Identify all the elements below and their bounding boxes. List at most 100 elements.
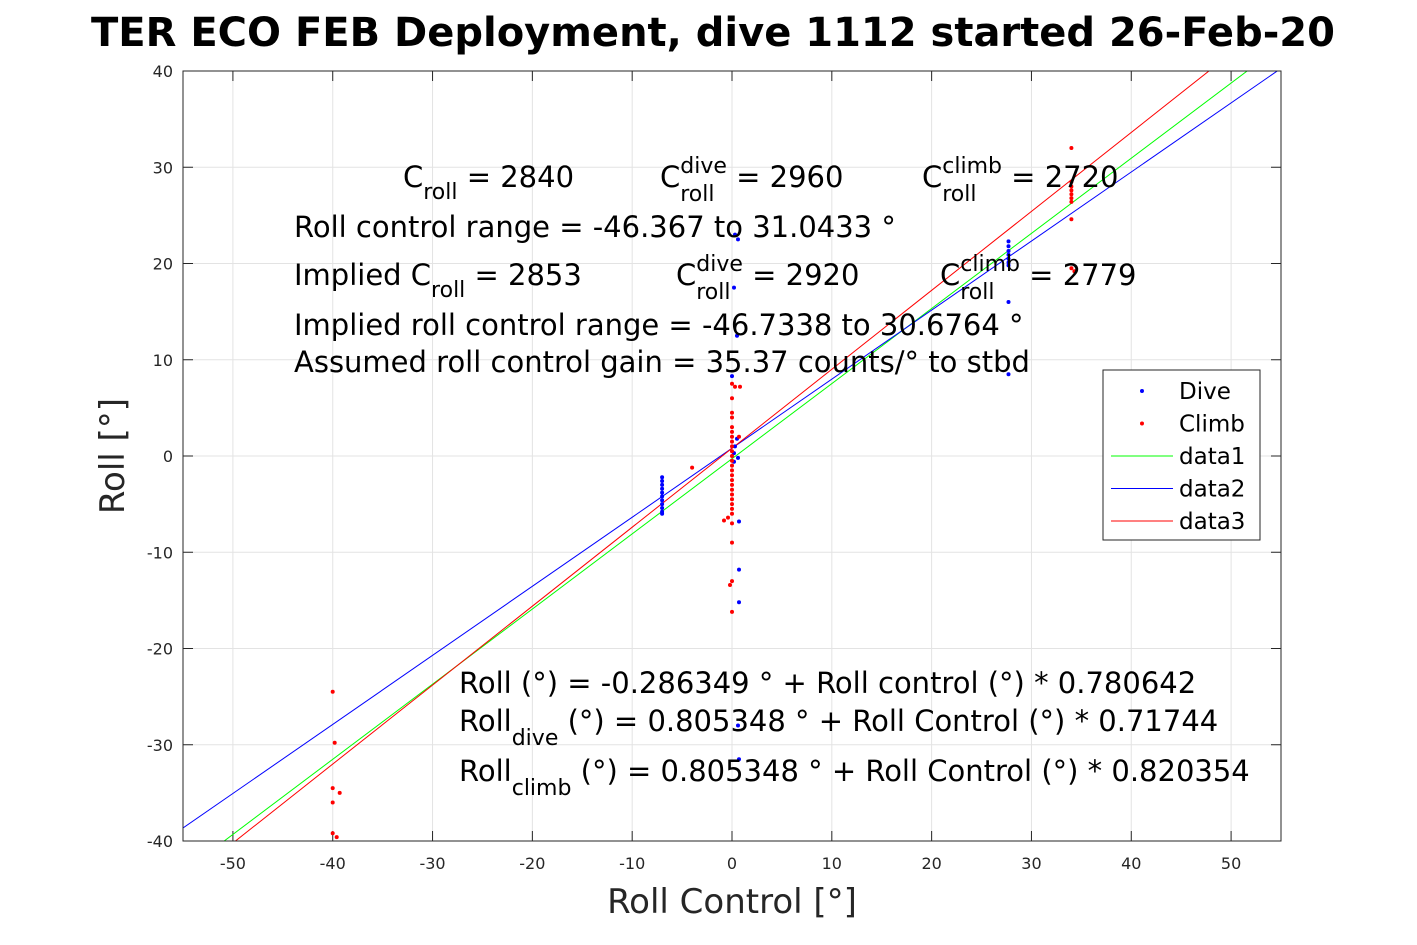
x-tick-label: 20 — [921, 854, 941, 873]
point-climb — [730, 511, 734, 516]
point-climb — [730, 492, 734, 497]
point-dive — [733, 444, 737, 449]
point-climb — [730, 478, 734, 483]
point-climb — [330, 831, 335, 836]
axes-box — [182, 70, 1282, 842]
point-dive — [732, 285, 736, 290]
annotation-c-roll-0: Croll = 2840 — [403, 160, 574, 205]
point-dive — [1006, 244, 1011, 249]
point-climb — [330, 786, 335, 791]
x-tick-label: 40 — [1121, 854, 1141, 873]
annotation-implied-c-roll-0: Implied Croll = 2853 — [294, 258, 582, 303]
point-climb — [332, 740, 337, 745]
point-dive — [660, 486, 665, 491]
point-climb — [722, 518, 726, 523]
x-axis-label: Roll Control [°] — [607, 882, 857, 922]
point-dive — [660, 490, 665, 495]
point-climb — [730, 502, 734, 507]
point-dive — [660, 506, 665, 510]
y-ticks: -40 -30 -20 -10 0 10 20 30 40 — [147, 62, 1281, 851]
point-climb — [730, 579, 734, 584]
x-ticks: -50 -40 -30 -20 -10 0 10 20 30 40 50 — [220, 71, 1241, 873]
point-climb — [330, 800, 335, 805]
y-tick-label: -10 — [147, 543, 173, 562]
point-dive — [737, 757, 741, 762]
point-dive — [1006, 256, 1011, 261]
point-climb — [730, 463, 734, 468]
legend-label-climb: Climb — [1179, 412, 1245, 438]
point-dive — [733, 232, 737, 237]
point-climb — [737, 434, 741, 439]
point-climb — [690, 465, 695, 470]
point-climb — [730, 482, 734, 487]
x-tick-label: 0 — [727, 854, 737, 873]
point-dive — [660, 498, 665, 503]
x-tick-label: -30 — [419, 854, 445, 873]
point-climb — [730, 425, 734, 430]
point-climb — [730, 439, 734, 444]
y-tick-label: -30 — [147, 736, 173, 755]
point-climb — [730, 468, 734, 473]
y-tick-label: 10 — [153, 351, 173, 370]
point-climb — [730, 497, 734, 502]
x-tick-label: -10 — [619, 854, 645, 873]
point-climb — [730, 506, 734, 511]
point-dive — [1006, 263, 1011, 268]
x-tick-label: 50 — [1221, 854, 1241, 873]
point-climb — [730, 521, 734, 526]
point-dive — [737, 567, 741, 572]
point-climb — [730, 473, 734, 478]
point-climb — [1069, 266, 1074, 271]
annotation-implied-range: Implied roll control range = -46.7338 to… — [294, 308, 1024, 342]
point-dive — [737, 519, 741, 524]
point-climb — [730, 429, 734, 434]
annotation-implied-c-roll-1: Cdive roll = 2920 — [676, 252, 859, 305]
point-climb — [730, 410, 734, 415]
annotation-c-roll-1: Cdive roll = 2960 — [660, 154, 843, 207]
legend-box — [1102, 369, 1261, 541]
point-dive — [737, 600, 741, 605]
annotation-fit-climb: Rollclimb (°) = 0.805348 ° + Roll Contro… — [459, 754, 1250, 801]
point-climb — [730, 540, 734, 545]
x-tick-label: 10 — [822, 854, 842, 873]
y-tick-label: -20 — [147, 640, 173, 659]
point-climb — [730, 444, 734, 449]
annotations: Croll = 2840 Cdive roll = 2960 Cclimb roll =… — [294, 154, 1250, 801]
point-dive — [660, 482, 665, 487]
point-dive — [1006, 252, 1011, 257]
point-climb — [730, 449, 734, 454]
x-tick-label: -20 — [519, 854, 545, 873]
legend-label-dive: Dive — [1179, 379, 1231, 405]
point-dive — [660, 511, 665, 516]
point-climb — [728, 583, 732, 587]
point-dive — [736, 237, 740, 242]
point-dive — [660, 475, 665, 480]
point-climb — [733, 384, 737, 389]
point-climb — [1069, 179, 1074, 184]
point-climb — [337, 790, 342, 795]
point-dive — [1006, 260, 1011, 265]
y-tick-label: 20 — [153, 255, 173, 274]
point-climb — [1069, 188, 1074, 193]
legend-label-data1: data1 — [1179, 444, 1245, 470]
chart-title: TER ECO FEB Deployment, dive 1112 starte… — [91, 10, 1335, 56]
point-climb — [730, 415, 734, 420]
annotation-c-roll-2: Cclimb roll = 2720 — [922, 154, 1119, 207]
legend-label-data2: data2 — [1179, 477, 1245, 503]
point-climb — [730, 454, 734, 458]
point-climb — [1069, 184, 1074, 189]
point-dive — [735, 333, 739, 338]
y-tick-label: 0 — [163, 447, 173, 466]
x-tick-label: -50 — [220, 854, 246, 873]
annotation-gain: Assumed roll control gain = 35.37 counts… — [294, 345, 1030, 379]
point-dive — [1006, 372, 1011, 377]
point-climb — [730, 396, 734, 401]
point-dive — [736, 723, 740, 728]
point-climb — [330, 689, 335, 694]
annotation-fit-all: Roll (°) = -0.286349 ° + Roll control (°… — [459, 666, 1196, 700]
y-tick-label: 40 — [153, 62, 173, 81]
data-points — [330, 146, 1077, 840]
legend-label-data3: data3 — [1179, 509, 1245, 535]
y-tick-label: 30 — [153, 158, 173, 177]
